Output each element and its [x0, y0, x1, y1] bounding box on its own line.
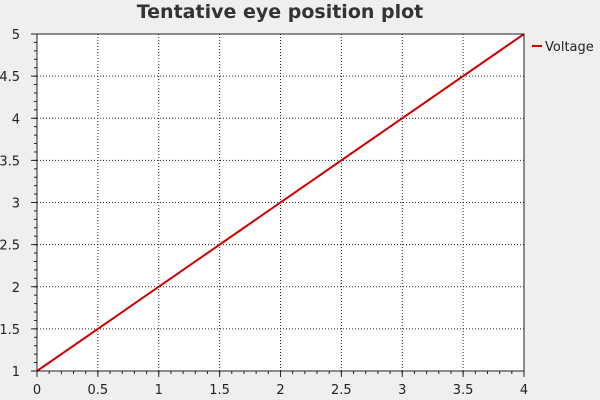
y-tick-label: 3	[12, 197, 20, 212]
x-tick-label: 2.5	[331, 383, 352, 398]
y-tick-label: 4.5	[0, 70, 20, 85]
x-tick-label: 2	[276, 383, 284, 398]
legend-label-voltage: Voltage	[545, 40, 594, 55]
legend: Voltage	[532, 40, 594, 55]
y-tick-label: 2.5	[0, 239, 20, 254]
x-tick-label: 0.5	[88, 383, 109, 398]
y-tick-label: 4	[12, 112, 20, 127]
x-tick-label: 1.5	[209, 383, 230, 398]
axes-layer: 0 0.5 1 1.5 2 2.5 3 3.5 4 1 1.5 2 2.5 3 3.5 4 4.5 5	[0, 28, 528, 398]
x-tick-label: 0	[33, 383, 41, 398]
y-tick-label: 2	[12, 281, 20, 296]
x-tick-label: 3.5	[453, 383, 474, 398]
chart-title: Tentative eye position plot	[137, 1, 424, 23]
x-tick-label: 3	[398, 383, 406, 398]
series-layer	[36, 33, 525, 372]
y-tick-label: 1.5	[0, 323, 20, 338]
y-tick-label: 3.5	[0, 154, 20, 169]
x-tick-label: 4	[520, 383, 528, 398]
series-line-voltage	[36, 33, 525, 372]
y-tick-label: 1	[12, 365, 20, 380]
y-tick-label: 5	[12, 28, 20, 43]
x-tick-label: 1	[155, 383, 163, 398]
